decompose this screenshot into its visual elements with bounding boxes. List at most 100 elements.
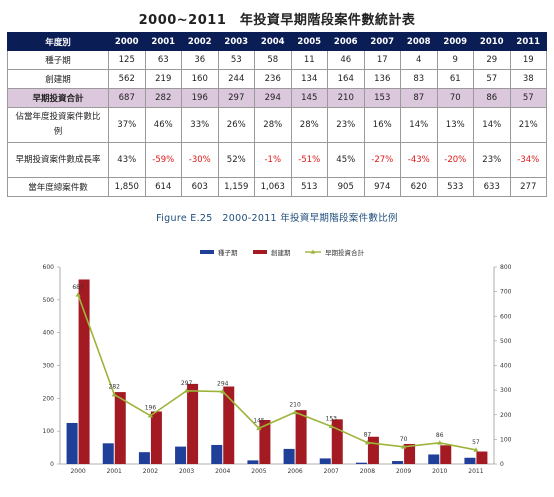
value-cell: 210 (327, 88, 365, 108)
x-axis-tick-label: 2007 (324, 468, 339, 475)
total-point-marker (220, 389, 226, 394)
right-axis-tick-label: 500 (500, 338, 512, 345)
year-header-cell: 2003 (217, 32, 255, 51)
left-axis-tick-label: 0 (50, 461, 54, 468)
table-header-row: 年度別 2000 2001 2002 2003 2004 2005 2006 2… (7, 32, 547, 51)
value-cell: 16% (363, 107, 401, 143)
x-axis-tick-label: 2002 (143, 468, 158, 475)
total-point-marker (364, 439, 371, 445)
value-cell: 160 (181, 69, 219, 89)
total-data-label: 153 (326, 415, 338, 422)
value-cell: 145 (290, 88, 328, 108)
value-cell: 236 (254, 69, 292, 89)
value-cell: 196 (181, 88, 219, 108)
value-cell: 13% (436, 107, 474, 143)
value-cell: 36 (181, 50, 219, 70)
value-cell: 23% (473, 142, 511, 178)
value-cell: 1,063 (254, 177, 292, 197)
startup-bar (476, 451, 488, 464)
total-line (77, 294, 477, 451)
total-point-marker (328, 423, 334, 429)
value-cell: 1,850 (108, 177, 146, 197)
right-axis-tick-label: 400 (500, 363, 512, 370)
value-cell: 164 (327, 69, 365, 89)
header-label-cell: 年度別 (7, 32, 109, 51)
year-header-cell: 2007 (363, 32, 401, 51)
table-row: 創建期 562 219 160 244 236 134 164 136 83 61 57 38 (7, 69, 547, 89)
startup-bar (187, 383, 199, 464)
value-cell: 43% (108, 142, 146, 178)
value-cell: 83 (400, 69, 438, 89)
value-cell: -43% (400, 142, 438, 178)
right-axis-tick-label: 0 (500, 461, 504, 468)
total-data-label: 70 (400, 436, 408, 443)
value-cell: 45% (327, 142, 365, 178)
total-data-label: 57 (472, 439, 480, 446)
row-label-cell: 種子期 (7, 50, 109, 70)
value-cell: 23% (327, 107, 365, 143)
seed-bar (283, 448, 295, 464)
right-axis-tick-label: 300 (500, 387, 512, 394)
value-cell: 513 (290, 177, 328, 197)
startup-bar (367, 436, 379, 464)
table-title: 2000~2011 年投資早期階段案件數統計表 (138, 13, 416, 28)
right-axis-tick-label: 200 (500, 412, 512, 419)
x-axis-tick-label: 2010 (432, 468, 447, 475)
total-data-label: 87 (364, 432, 372, 439)
value-cell: 17 (363, 50, 401, 70)
value-cell: 219 (144, 69, 182, 89)
left-axis-tick-label: 600 (43, 264, 55, 271)
table-row: 佔當年度投資案件數比例 37% 46% 33% 26% 28% 28% 23% 16% 14% 13… (7, 107, 547, 143)
row-label-cell: 早期投資合計 (7, 88, 109, 108)
startup-bar (223, 386, 235, 464)
left-axis-tick-label: 100 (43, 428, 55, 435)
right-axis-tick-label: 100 (500, 436, 512, 443)
x-axis-tick-label: 2011 (468, 468, 483, 475)
value-cell: 14% (473, 107, 511, 143)
x-axis-tick-label: 2000 (70, 468, 85, 475)
year-header-cell: 2011 (509, 32, 547, 51)
seed-bar (66, 422, 78, 464)
value-cell: 533 (436, 177, 474, 197)
value-cell: 26% (217, 107, 255, 143)
seed-bar (175, 446, 187, 464)
startup-bar (295, 410, 307, 464)
startup-bar (114, 392, 126, 464)
value-cell: -30% (181, 142, 219, 178)
x-axis-tick-label: 2001 (107, 468, 122, 475)
left-axis-tick-label: 500 (43, 297, 55, 304)
value-cell: 29 (473, 50, 511, 70)
year-header-cell: 2002 (181, 32, 219, 51)
value-cell: -27% (363, 142, 401, 178)
value-cell: -34% (509, 142, 547, 178)
value-cell: 282 (144, 88, 182, 108)
seed-bar (138, 452, 150, 464)
figure-title: Figure E.25 2000-2011 年投資早期階段案件數比例 (156, 213, 398, 224)
value-cell: 38 (509, 69, 547, 89)
x-axis-tick-label: 2008 (360, 468, 375, 475)
value-cell: 9 (436, 50, 474, 70)
value-cell: 125 (108, 50, 146, 70)
year-header-cell: 2006 (327, 32, 365, 51)
x-axis-tick-label: 2004 (215, 468, 230, 475)
total-point-marker (183, 388, 190, 393)
value-cell: 33% (181, 107, 219, 143)
value-cell: 294 (254, 88, 292, 108)
right-axis-tick-label: 700 (500, 289, 512, 296)
legend-seed-swatch (200, 250, 214, 254)
value-cell: 974 (363, 177, 401, 197)
value-cell: 86 (473, 88, 511, 108)
legend-startup-label: 創建期 (271, 248, 291, 257)
value-cell: 61 (436, 69, 474, 89)
legend-total-label: 早期投資合計 (325, 248, 365, 257)
total-data-label: 86 (436, 432, 444, 439)
total-data-label: 297 (181, 380, 193, 387)
x-axis-tick-label: 2005 (251, 468, 266, 475)
value-cell: 1,159 (217, 177, 255, 197)
year-header-cell: 2005 (290, 32, 328, 51)
right-axis-tick-label: 600 (500, 313, 512, 320)
value-cell: 297 (217, 88, 255, 108)
total-point-marker (75, 292, 81, 297)
total-point-marker (256, 425, 262, 431)
total-point-marker (437, 440, 443, 445)
